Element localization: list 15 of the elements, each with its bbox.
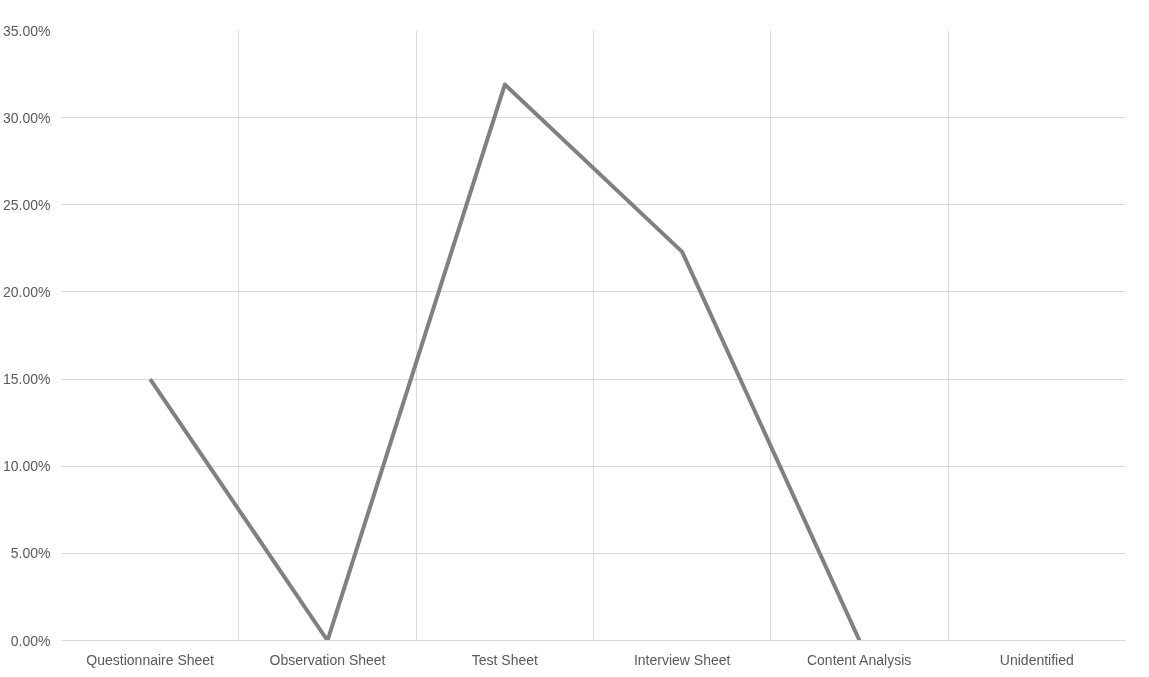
x-tick-label: Unidentified	[999, 651, 1074, 668]
y-tick-label: 5.00%	[10, 545, 51, 562]
line-series	[148, 82, 862, 641]
y-tick-label: 10.00%	[3, 458, 51, 475]
y-tick-label: 15.00%	[3, 371, 51, 388]
x-tick-label: Interview Sheet	[633, 651, 731, 668]
x-tick-label: Questionnaire Sheet	[86, 651, 215, 668]
y-tick-label: 30.00%	[3, 109, 51, 126]
y-tick-label: 20.00%	[3, 283, 51, 300]
y-tick-label: 25.00%	[3, 196, 51, 213]
y-tick-label: 35.00%	[3, 22, 51, 39]
y-tick-label: 0.00%	[10, 632, 51, 649]
x-tick-label: Test Sheet	[471, 651, 539, 668]
x-tick-label: Observation Sheet	[269, 651, 386, 668]
x-tick-label: Content Analysis	[806, 651, 912, 668]
